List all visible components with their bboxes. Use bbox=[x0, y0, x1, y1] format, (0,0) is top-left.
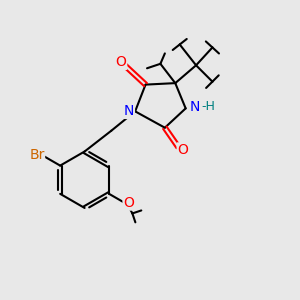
Text: -H: -H bbox=[201, 100, 215, 113]
Text: Br: Br bbox=[29, 148, 44, 162]
Text: O: O bbox=[116, 55, 127, 69]
Text: N: N bbox=[124, 104, 134, 118]
Text: O: O bbox=[123, 196, 134, 210]
Text: N: N bbox=[189, 100, 200, 114]
Text: O: O bbox=[177, 143, 188, 157]
